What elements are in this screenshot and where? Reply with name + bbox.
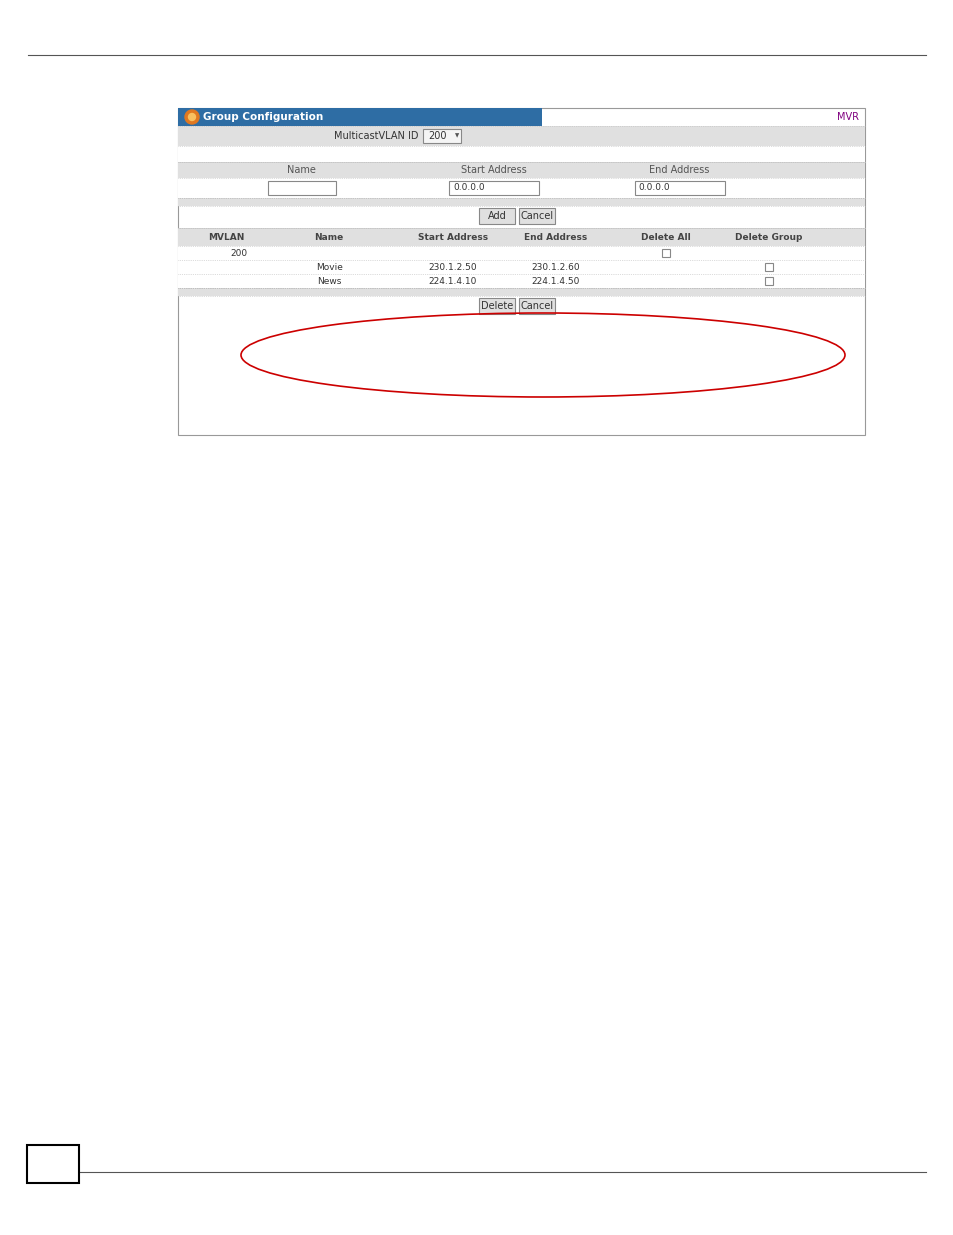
FancyBboxPatch shape bbox=[178, 146, 864, 162]
Text: Cancel: Cancel bbox=[520, 301, 554, 311]
FancyBboxPatch shape bbox=[178, 178, 864, 198]
FancyBboxPatch shape bbox=[178, 198, 864, 206]
Text: 200: 200 bbox=[230, 248, 247, 258]
Text: 200: 200 bbox=[428, 131, 447, 141]
Text: Start Address: Start Address bbox=[460, 165, 526, 175]
FancyBboxPatch shape bbox=[764, 277, 772, 285]
Text: Group Configuration: Group Configuration bbox=[203, 112, 323, 122]
Text: 230.1.2.50: 230.1.2.50 bbox=[428, 263, 476, 272]
FancyBboxPatch shape bbox=[178, 126, 864, 146]
FancyBboxPatch shape bbox=[178, 107, 864, 435]
FancyBboxPatch shape bbox=[449, 182, 538, 195]
FancyBboxPatch shape bbox=[479, 207, 515, 224]
FancyBboxPatch shape bbox=[479, 298, 515, 314]
FancyBboxPatch shape bbox=[27, 1145, 79, 1183]
Text: Movie: Movie bbox=[315, 263, 342, 272]
FancyBboxPatch shape bbox=[178, 162, 864, 178]
Text: MVR: MVR bbox=[836, 112, 858, 122]
Text: News: News bbox=[316, 277, 341, 285]
Text: End Address: End Address bbox=[524, 232, 587, 242]
FancyBboxPatch shape bbox=[178, 107, 541, 126]
Text: Name: Name bbox=[314, 232, 343, 242]
FancyBboxPatch shape bbox=[178, 274, 864, 288]
Text: Name: Name bbox=[287, 165, 315, 175]
Text: 224.1.4.50: 224.1.4.50 bbox=[531, 277, 579, 285]
Text: ▼: ▼ bbox=[455, 133, 459, 138]
Text: End Address: End Address bbox=[649, 165, 709, 175]
Text: Add: Add bbox=[488, 211, 506, 221]
FancyBboxPatch shape bbox=[178, 288, 864, 296]
FancyBboxPatch shape bbox=[634, 182, 723, 195]
FancyBboxPatch shape bbox=[519, 298, 555, 314]
Text: Delete Group: Delete Group bbox=[735, 232, 801, 242]
FancyBboxPatch shape bbox=[178, 261, 864, 274]
Text: 224.1.4.10: 224.1.4.10 bbox=[428, 277, 476, 285]
Text: 0.0.0.0: 0.0.0.0 bbox=[638, 184, 669, 193]
FancyBboxPatch shape bbox=[178, 246, 864, 261]
FancyBboxPatch shape bbox=[268, 182, 335, 195]
Text: 0.0.0.0: 0.0.0.0 bbox=[453, 184, 484, 193]
Circle shape bbox=[185, 110, 199, 124]
Text: Delete All: Delete All bbox=[640, 232, 690, 242]
FancyBboxPatch shape bbox=[519, 207, 555, 224]
Text: Cancel: Cancel bbox=[520, 211, 554, 221]
Text: 230.1.2.60: 230.1.2.60 bbox=[531, 263, 579, 272]
Text: MVLAN: MVLAN bbox=[208, 232, 244, 242]
FancyBboxPatch shape bbox=[423, 128, 461, 143]
Text: Start Address: Start Address bbox=[417, 232, 487, 242]
Circle shape bbox=[189, 114, 195, 121]
Text: Delete: Delete bbox=[481, 301, 513, 311]
FancyBboxPatch shape bbox=[178, 228, 864, 246]
FancyBboxPatch shape bbox=[661, 249, 669, 257]
FancyBboxPatch shape bbox=[764, 263, 772, 270]
Text: MulticastVLAN ID: MulticastVLAN ID bbox=[334, 131, 418, 141]
